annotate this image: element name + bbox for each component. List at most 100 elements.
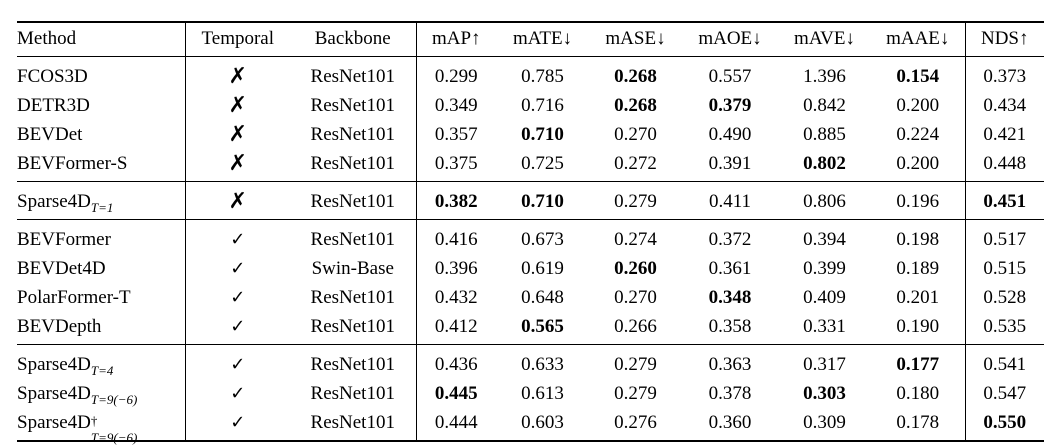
maae-value: 0.200 (896, 152, 940, 174)
maoe-value: 0.348 (708, 286, 752, 308)
mave-value: 0.885 (803, 123, 846, 145)
mase-value: 0.279 (589, 344, 682, 379)
maae-value: 0.200 (896, 94, 940, 116)
method-superscript: † (90, 412, 98, 428)
maae-value: 0.178 (871, 408, 965, 442)
table-row: BEVDet4D ✓ Swin-Base 0.396 0.619 0.260 0.361 0.… (17, 254, 1044, 283)
maae-value: 0.198 (871, 219, 965, 254)
map-value: 0.349 (415, 91, 496, 120)
table-row: BEVFormer ✓ ResNet101 0.416 0.673 0.274 0.372 0… (17, 219, 1044, 254)
mase-value: 0.276 (589, 408, 682, 442)
cross-icon: ✗ (184, 181, 290, 220)
method-name: BEVDet4D (17, 257, 106, 279)
method-subscript: T=1 (90, 199, 114, 215)
maae-value: 0.180 (896, 382, 940, 404)
cross-icon: ✗ (184, 91, 290, 120)
mate-value: 0.710 (521, 123, 564, 145)
check-icon: ✓ (184, 408, 290, 442)
header-maae: mAAE↓ (871, 21, 965, 57)
method-name: DETR3D (17, 94, 90, 116)
backbone-cell: Swin-Base (311, 257, 394, 279)
header-mase: mASE↓ (589, 21, 682, 57)
header-mate: mATE↓ (496, 21, 589, 57)
backbone-cell: ResNet101 (310, 123, 395, 145)
cross-icon: ✗ (184, 149, 290, 182)
mase-value: 0.260 (614, 257, 657, 279)
nds-value: 0.547 (964, 379, 1044, 408)
map-value: 0.445 (415, 379, 496, 408)
maoe-value: 0.391 (708, 152, 752, 174)
mase-value: 0.270 (614, 123, 657, 145)
mave-value: 0.317 (778, 344, 871, 379)
backbone-cell: ResNet101 (310, 315, 395, 337)
method-name: Sparse4D (17, 411, 91, 433)
method-cell: BEVFormer (17, 219, 185, 254)
check-icon: ✓ (184, 344, 290, 379)
mase-value: 0.279 (614, 382, 657, 404)
method-name: Sparse4D (17, 190, 91, 212)
map-value: 0.357 (415, 120, 496, 149)
table-row: Sparse4DT=1 ✗ ResNet101 0.382 0.710 0.279 0.41… (17, 181, 1044, 220)
map-value: 0.436 (415, 344, 496, 379)
comparison-table: Method Temporal Backbone mAP↑ mATE↓ mASE… (17, 21, 1044, 445)
table-group-3: BEVFormer ✓ ResNet101 0.416 0.673 0.274 0.372 0… (17, 219, 1044, 345)
mate-value: 0.633 (496, 344, 589, 379)
backbone-cell: ResNet101 (310, 94, 395, 116)
check-icon: ✓ (184, 379, 290, 408)
maoe-value: 0.361 (708, 257, 752, 279)
maoe-value: 0.363 (682, 344, 778, 379)
map-value: 0.432 (415, 283, 496, 312)
maoe-value: 0.411 (682, 181, 778, 220)
method-name: BEVDet (17, 123, 83, 145)
method-cell: FCOS3D (17, 57, 185, 92)
nds-value: 0.434 (964, 91, 1044, 120)
check-icon: ✓ (184, 283, 290, 312)
mave-value: 1.396 (803, 65, 846, 87)
mave-value: 0.303 (803, 382, 846, 404)
nds-value: 0.448 (964, 149, 1044, 182)
maae-value: 0.189 (896, 257, 940, 279)
table-group-4: Sparse4DT=4 ✓ ResNet101 0.436 0.633 0.279 0.36… (17, 344, 1044, 445)
header-map: mAP↑ (415, 21, 496, 57)
table-row: Sparse4D † T=9(−6) ✓ ResNet101 0.444 0.603 0.27… (17, 408, 1044, 445)
check-icon: ✓ (184, 219, 290, 254)
method-subscript: T=9(−6) (90, 391, 138, 407)
mate-value: 0.710 (496, 181, 589, 220)
mase-value: 0.274 (589, 219, 682, 254)
method-name: PolarFormer-T (17, 286, 131, 308)
backbone-cell: ResNet101 (310, 152, 395, 174)
nds-value: 0.528 (964, 283, 1044, 312)
map-value: 0.382 (415, 181, 496, 220)
maoe-value: 0.379 (708, 94, 752, 116)
maoe-value: 0.360 (682, 408, 778, 442)
cross-icon: ✗ (184, 120, 290, 149)
table-row: Sparse4DT=9(−6) ✓ ResNet101 0.445 0.613 0.279… (17, 379, 1044, 408)
maoe-value: 0.372 (682, 219, 778, 254)
header-mave: mAVE↓ (778, 21, 871, 57)
table-row: FCOS3D ✗ ResNet101 0.299 0.785 0.268 0.557 1.39… (17, 56, 1044, 92)
nds-value: 0.550 (964, 408, 1044, 442)
mave-value: 0.842 (803, 94, 846, 116)
method-name: Sparse4D (17, 353, 91, 375)
header-backbone: Backbone (290, 21, 416, 57)
mave-value: 0.399 (803, 257, 846, 279)
mave-value: 0.394 (778, 219, 871, 254)
method-name: BEVDepth (17, 315, 102, 337)
mave-value: 0.802 (803, 152, 846, 174)
table-row: BEVFormer-S ✗ ResNet101 0.375 0.725 0.272 0.39… (17, 149, 1044, 182)
map-value: 0.299 (415, 56, 496, 91)
table-row: Sparse4DT=4 ✓ ResNet101 0.436 0.633 0.279 0.36… (17, 344, 1044, 379)
mave-value: 0.309 (778, 408, 871, 442)
maoe-value: 0.378 (708, 382, 752, 404)
nds-value: 0.373 (964, 56, 1044, 91)
method-cell: Sparse4DT=1 (17, 181, 185, 220)
table-group-2: Sparse4DT=1 ✗ ResNet101 0.382 0.710 0.279 0.41… (17, 181, 1044, 220)
method-cell: Sparse4D † T=9(−6) (17, 408, 185, 445)
mate-value: 0.725 (521, 152, 564, 174)
map-value: 0.396 (415, 254, 496, 283)
mate-value: 0.619 (521, 257, 564, 279)
method-name: FCOS3D (17, 65, 88, 87)
table-row: DETR3D ✗ ResNet101 0.349 0.716 0.268 0.379 0.84… (17, 91, 1044, 120)
mave-value: 0.409 (803, 286, 846, 308)
